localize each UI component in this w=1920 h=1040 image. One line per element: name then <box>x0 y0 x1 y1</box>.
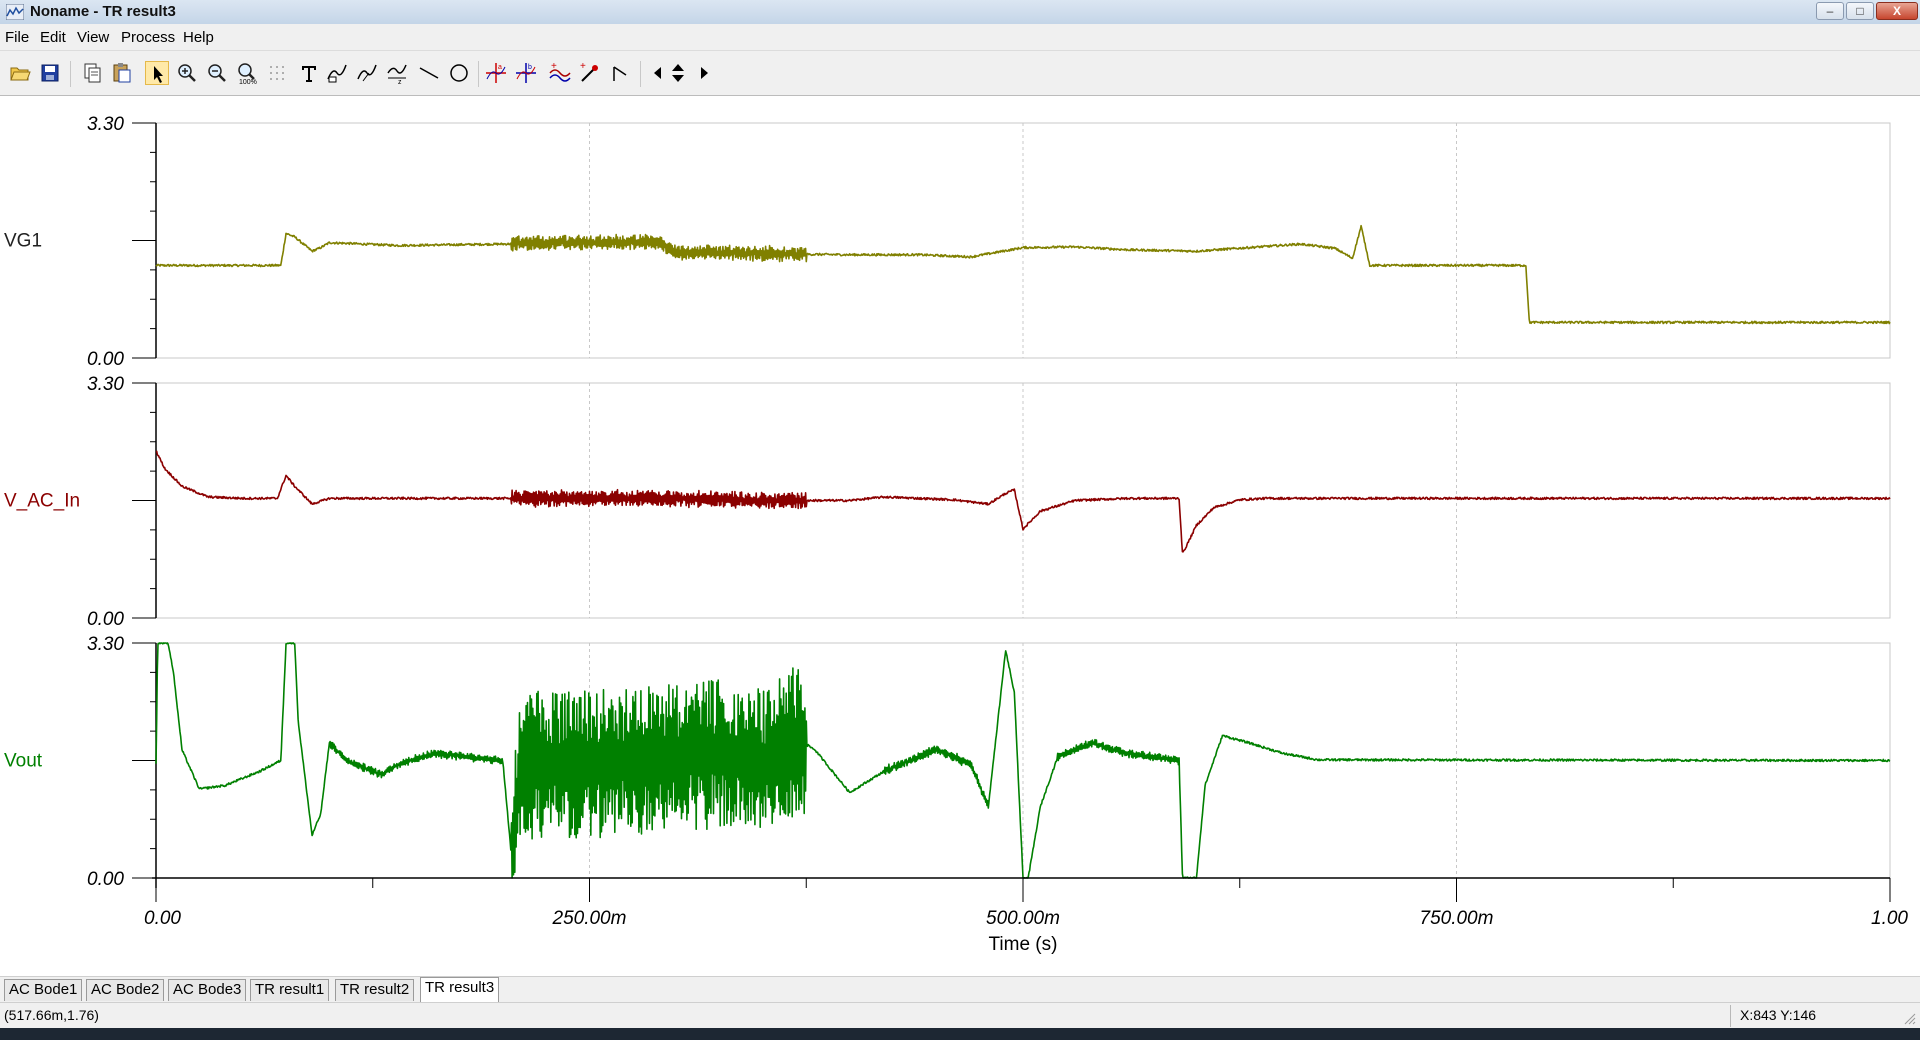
transient-chart[interactable]: 3.30 0.00 VG1 3.30 0.00 V_AC_In 3.30 0.00 Vout 0.… <box>0 96 1920 976</box>
plot-app-icon <box>6 4 24 20</box>
open-folder-icon[interactable] <box>8 61 32 85</box>
x-tick-label: 750.00m <box>1420 908 1494 929</box>
window-title: Noname - TR result3 <box>30 3 176 20</box>
trace-label-v-ac-in: V_AC_In <box>4 491 80 512</box>
svg-text:100%: 100% <box>239 79 257 85</box>
pointer-icon[interactable] <box>145 61 169 85</box>
zoom-100-icon[interactable]: 100% <box>235 61 259 85</box>
menu-process[interactable]: Process <box>121 29 176 46</box>
text-icon[interactable] <box>297 61 321 85</box>
resize-grip-icon[interactable] <box>1902 1011 1916 1025</box>
tab-tr-result2[interactable]: TR result2 <box>335 979 415 1001</box>
paste-icon[interactable] <box>110 61 134 85</box>
y-tick-label: 0.00 <box>87 869 124 890</box>
x-tick-label: 500.00m <box>986 908 1060 929</box>
y-tick-label: 0.00 <box>87 609 124 630</box>
menu-edit[interactable]: Edit <box>40 29 66 46</box>
close-button[interactable]: X <box>1876 2 1918 20</box>
maximize-button[interactable]: □ <box>1846 2 1874 20</box>
minimize-button[interactable]: – <box>1816 2 1844 20</box>
y-tick-label: 3.30 <box>87 114 124 135</box>
grid-icon[interactable] <box>265 61 289 85</box>
menu-view[interactable]: View <box>77 29 110 46</box>
svg-text:+: + <box>580 61 586 72</box>
status-bar: (517.66m,1.76) X:843 Y:146 <box>0 1002 1920 1029</box>
svg-text:b: b <box>528 64 532 71</box>
menu-file[interactable]: File <box>5 29 30 46</box>
circle-icon[interactable] <box>447 61 471 85</box>
tab-ac-bode2[interactable]: AC Bode2 <box>86 979 165 1001</box>
nav-right-icon[interactable] <box>692 61 710 85</box>
line-icon[interactable] <box>417 61 441 85</box>
tab-ac-bode3[interactable]: AC Bode3 <box>168 979 247 1001</box>
x-axis-label: Time (s) <box>989 934 1058 955</box>
copy-icon[interactable] <box>80 61 104 85</box>
arrow-icon[interactable] <box>608 61 632 85</box>
plot-area[interactable]: 3.30 0.00 VG1 3.30 0.00 V_AC_In 3.30 0.00 Vout 0.… <box>0 96 1920 976</box>
tab-bar: AC Bode1 AC Bode2 AC Bode3 TR result1 TR… <box>0 976 1920 1003</box>
nav-updown-icon[interactable] <box>666 61 690 85</box>
save-icon[interactable] <box>38 61 62 85</box>
trace-v-ac-in <box>155 450 1891 553</box>
marker-icon[interactable]: + <box>578 61 602 85</box>
tab-tr-result1[interactable]: TR result1 <box>250 979 330 1001</box>
y-tick-label: 3.30 <box>87 634 124 655</box>
x-tick-label: 1.00 <box>1871 908 1908 929</box>
y-tick-label: 3.30 <box>87 374 124 395</box>
trace-label-vg1: VG1 <box>4 231 42 252</box>
y-tick-label: 0.00 <box>87 349 124 370</box>
trace-label-vout: Vout <box>4 751 43 772</box>
svg-text:+: + <box>551 61 557 72</box>
status-divider <box>1730 1005 1731 1027</box>
svg-text:a: a <box>498 64 502 71</box>
cursor-a-icon[interactable]: a <box>484 61 508 85</box>
curve-label3-icon[interactable]: z <box>385 61 409 85</box>
trace-vg1 <box>155 224 1891 325</box>
zoom-out-icon[interactable] <box>205 61 229 85</box>
nav-left-icon[interactable] <box>646 61 664 85</box>
status-cursor-value: (517.66m,1.76) <box>4 1007 99 1023</box>
x-tick-label: 250.00m <box>552 908 627 929</box>
zoom-in-icon[interactable] <box>175 61 199 85</box>
toolbar: 100% z a b + + <box>0 51 1920 96</box>
x-tick-label: 0.00 <box>144 908 181 929</box>
menu-help[interactable]: Help <box>183 29 214 46</box>
add-curve-icon[interactable]: + <box>548 61 572 85</box>
cursor-b-icon[interactable]: b <box>514 61 538 85</box>
taskbar-edge <box>0 1028 1920 1040</box>
menu-bar: File Edit View Process Help <box>0 24 1920 51</box>
svg-text:z: z <box>398 79 402 85</box>
tab-tr-result3[interactable]: TR result3 <box>420 977 500 1002</box>
tab-ac-bode1[interactable]: AC Bode1 <box>4 979 83 1001</box>
title-bar: Noname - TR result3 – □ X <box>0 0 1920 25</box>
curve-label-icon[interactable] <box>325 61 349 85</box>
status-pixel-position: X:843 Y:146 <box>1740 1007 1817 1023</box>
curve-label2-icon[interactable] <box>355 61 379 85</box>
